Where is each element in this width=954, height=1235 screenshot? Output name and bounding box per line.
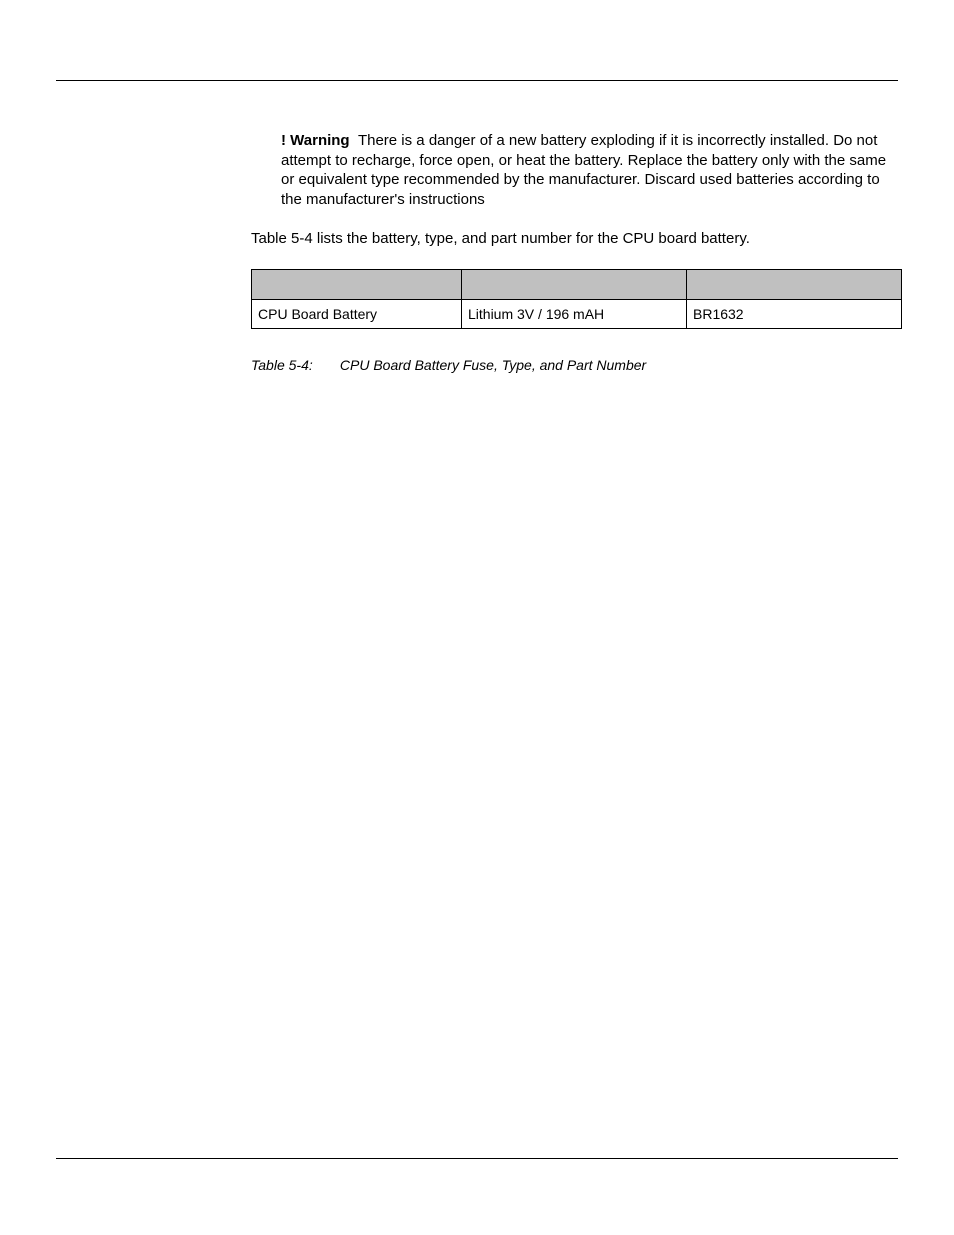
warning-text: There is a danger of a new battery explo…: [281, 132, 886, 208]
table-cell-part: BR1632: [687, 299, 902, 328]
caption-label: Table 5-4:: [251, 357, 336, 373]
warning-label: ! Warning: [281, 132, 350, 149]
intro-text: Table 5-4 lists the battery, type, and p…: [251, 229, 898, 249]
table-caption: Table 5-4: CPU Board Battery Fuse, Type,…: [251, 357, 898, 373]
table-header-cell: [687, 269, 902, 299]
bottom-rule: [56, 1158, 898, 1159]
warning-paragraph: ! Warning There is a danger of a new bat…: [281, 131, 898, 209]
table-header-cell: [462, 269, 687, 299]
document-page: ! Warning There is a danger of a new bat…: [0, 0, 954, 1235]
table-cell-battery: CPU Board Battery: [252, 299, 462, 328]
table-header-row: [252, 269, 902, 299]
table-cell-type: Lithium 3V / 196 mAH: [462, 299, 687, 328]
caption-text: CPU Board Battery Fuse, Type, and Part N…: [340, 357, 646, 373]
battery-table: CPU Board Battery Lithium 3V / 196 mAH B…: [251, 269, 902, 329]
top-rule: [56, 80, 898, 81]
table-header-cell: [252, 269, 462, 299]
table-row: CPU Board Battery Lithium 3V / 196 mAH B…: [252, 299, 902, 328]
